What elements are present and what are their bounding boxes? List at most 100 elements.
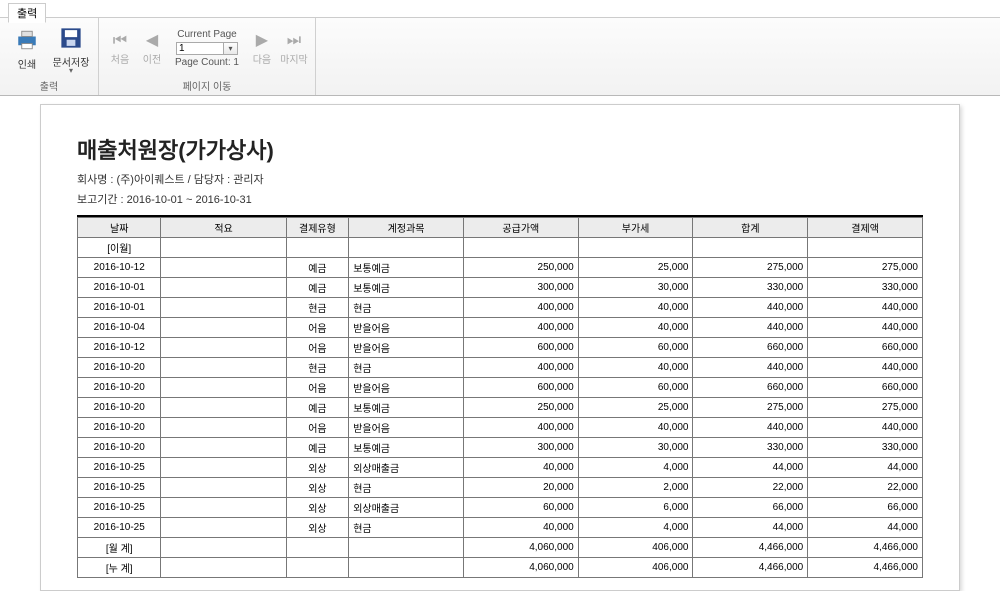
table-header-cell: 계정과목 bbox=[349, 218, 464, 238]
table-cell: 660,000 bbox=[693, 338, 808, 358]
table-header-cell: 합계 bbox=[693, 218, 808, 238]
table-cell: 2016-10-20 bbox=[78, 438, 161, 458]
table-cell: 400,000 bbox=[463, 418, 578, 438]
table-cell: 275,000 bbox=[808, 258, 923, 278]
table-cell: 440,000 bbox=[693, 298, 808, 318]
page-dropdown-button[interactable]: ▾ bbox=[224, 42, 238, 55]
table-cell: 25,000 bbox=[578, 398, 693, 418]
ribbon-tab-bar: 출력 bbox=[0, 0, 1000, 18]
table-cell bbox=[161, 478, 286, 498]
table-cell: 2016-10-12 bbox=[78, 258, 161, 278]
table-cell: 외상매출금 bbox=[349, 458, 464, 478]
table-cell: 예금 bbox=[286, 398, 349, 418]
prev-label: 이전 bbox=[143, 51, 161, 66]
table-cell: 현금 bbox=[349, 478, 464, 498]
current-page-input[interactable] bbox=[176, 42, 224, 55]
table-cell: 보통예금 bbox=[349, 258, 464, 278]
table-cell: 2016-10-20 bbox=[78, 358, 161, 378]
ribbon: 인쇄 문서저장 ▾ 출력 ⏮ 처음 ◀ 이전 Current Page bbox=[0, 18, 1000, 96]
table-cell: 어음 bbox=[286, 338, 349, 358]
table-cell: 30,000 bbox=[578, 438, 693, 458]
table-cell: 406,000 bbox=[578, 558, 693, 578]
table-cell: 660,000 bbox=[808, 378, 923, 398]
last-page-button[interactable]: ⏭ 마지막 bbox=[279, 31, 309, 66]
report-page: 매출처원장(가가상사) 회사명 : (주)아이퀘스트 / 담당자 : 관리자 보… bbox=[40, 104, 960, 591]
table-row: 2016-10-25외상외상매출금60,0006,00066,00066,000 bbox=[78, 498, 923, 518]
table-cell: 275,000 bbox=[808, 398, 923, 418]
table-cell: 외상 bbox=[286, 498, 349, 518]
table-header-cell: 날짜 bbox=[78, 218, 161, 238]
table-cell: 400,000 bbox=[463, 298, 578, 318]
table-cell: 440,000 bbox=[808, 318, 923, 338]
first-page-button[interactable]: ⏮ 처음 bbox=[105, 31, 135, 66]
table-cell: 2016-10-20 bbox=[78, 418, 161, 438]
table-cell: 660,000 bbox=[808, 338, 923, 358]
table-cell: 44,000 bbox=[808, 518, 923, 538]
table-cell bbox=[349, 538, 464, 558]
table-cell: 받을어음 bbox=[349, 338, 464, 358]
table-cell bbox=[693, 238, 808, 258]
table-row: 2016-10-25외상외상매출금40,0004,00044,00044,000 bbox=[78, 458, 923, 478]
table-cell: 250,000 bbox=[463, 398, 578, 418]
table-row: 2016-10-12어음받을어음600,00060,000660,000660,… bbox=[78, 338, 923, 358]
table-cell: 어음 bbox=[286, 418, 349, 438]
print-button[interactable]: 인쇄 bbox=[6, 20, 48, 76]
table-cell bbox=[286, 538, 349, 558]
table-cell: 받을어음 bbox=[349, 378, 464, 398]
table-cell: 어음 bbox=[286, 378, 349, 398]
table-row: 2016-10-04어음받을어음400,00040,000440,000440,… bbox=[78, 318, 923, 338]
next-label: 다음 bbox=[253, 51, 271, 66]
next-page-button[interactable]: ▶ 다음 bbox=[247, 31, 277, 66]
table-cell: 받을어음 bbox=[349, 318, 464, 338]
table-cell bbox=[161, 538, 286, 558]
table-cell: 4,000 bbox=[578, 518, 693, 538]
table-cell: 2016-10-12 bbox=[78, 338, 161, 358]
table-cell: 20,000 bbox=[463, 478, 578, 498]
prev-page-button[interactable]: ◀ 이전 bbox=[137, 31, 167, 66]
table-cell bbox=[161, 338, 286, 358]
table-cell bbox=[161, 418, 286, 438]
report-company-line: 회사명 : (주)아이퀘스트 / 담당자 : 관리자 bbox=[77, 171, 923, 187]
table-cell: 660,000 bbox=[693, 378, 808, 398]
table-cell: 예금 bbox=[286, 278, 349, 298]
table-cell: 4,466,000 bbox=[693, 538, 808, 558]
table-cell bbox=[286, 558, 349, 578]
table-cell: 275,000 bbox=[693, 398, 808, 418]
table-row: 2016-10-01현금현금400,00040,000440,000440,00… bbox=[78, 298, 923, 318]
table-cell: 2016-10-20 bbox=[78, 378, 161, 398]
table-cell: 4,466,000 bbox=[808, 558, 923, 578]
table-cell: 외상 bbox=[286, 478, 349, 498]
table-cell: 보통예금 bbox=[349, 438, 464, 458]
table-cell: 외상 bbox=[286, 518, 349, 538]
table-cell: 현금 bbox=[286, 298, 349, 318]
table-cell bbox=[463, 238, 578, 258]
table-cell: 2016-10-01 bbox=[78, 298, 161, 318]
prev-icon: ◀ bbox=[146, 31, 158, 51]
table-cell: 30,000 bbox=[578, 278, 693, 298]
table-cell bbox=[161, 318, 286, 338]
table-row: 2016-10-20예금보통예금300,00030,000330,000330,… bbox=[78, 438, 923, 458]
print-label: 인쇄 bbox=[18, 56, 36, 71]
table-cell: 현금 bbox=[349, 358, 464, 378]
save-doc-button[interactable]: 문서저장 ▾ bbox=[50, 20, 92, 76]
printer-icon bbox=[13, 26, 41, 54]
table-header-cell: 부가세 bbox=[578, 218, 693, 238]
table-row: 2016-10-25외상현금40,0004,00044,00044,000 bbox=[78, 518, 923, 538]
table-cell: 400,000 bbox=[463, 318, 578, 338]
next-icon: ▶ bbox=[256, 31, 268, 51]
table-cell: 44,000 bbox=[808, 458, 923, 478]
table-cell bbox=[349, 238, 464, 258]
table-cell: 440,000 bbox=[808, 358, 923, 378]
table-cell: 60,000 bbox=[463, 498, 578, 518]
table-cell: 보통예금 bbox=[349, 278, 464, 298]
ribbon-group-page-label: 페이지 이동 bbox=[105, 76, 309, 95]
table-cell: 66,000 bbox=[808, 498, 923, 518]
table-row: [이월] bbox=[78, 238, 923, 258]
table-cell: 440,000 bbox=[693, 318, 808, 338]
first-icon: ⏮ bbox=[113, 31, 127, 51]
ribbon-group-page-nav: ⏮ 처음 ◀ 이전 Current Page ▾ Page Count: 1 ▶… bbox=[99, 18, 316, 95]
table-cell: 400,000 bbox=[463, 358, 578, 378]
table-cell: 2016-10-25 bbox=[78, 498, 161, 518]
table-cell: 4,060,000 bbox=[463, 538, 578, 558]
ribbon-tab-output[interactable]: 출력 bbox=[8, 3, 46, 23]
